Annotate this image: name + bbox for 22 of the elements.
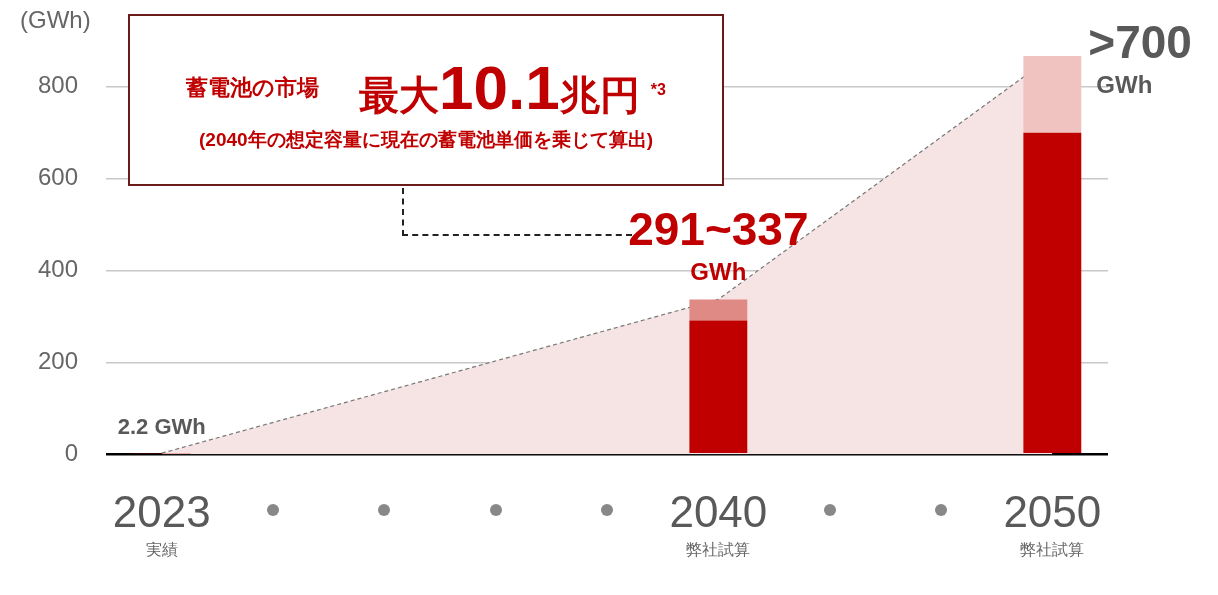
x-tick-label: 2050: [1003, 486, 1102, 536]
y-tick-label: 200: [38, 346, 79, 374]
bar: [689, 299, 748, 321]
bar: [1023, 56, 1082, 133]
annotation: 291~337 GWh: [628, 203, 809, 286]
annotation: >700 GWh: [1088, 15, 1192, 98]
y-tick-label: 800: [38, 71, 79, 99]
y-tick-label: 600: [38, 163, 79, 191]
annotation: 最大10.1兆円 $^{*3}$: [359, 53, 666, 122]
y-tick-label: 400: [38, 255, 79, 283]
text: 弊社試算: [1020, 540, 1085, 561]
bar: [689, 320, 748, 453]
bar: [1023, 132, 1082, 453]
y-axis-title: (GWh): [20, 6, 91, 34]
annotation: 2.2 GWh: [117, 414, 206, 440]
annotation: 蓄電池の市場: [186, 74, 320, 100]
x-tick-label: 2023: [112, 486, 211, 536]
text: 弊社試算: [686, 540, 751, 561]
y-tick-label: 0: [64, 438, 79, 466]
text: 実績: [145, 540, 178, 561]
x-tick-label: 2040: [669, 486, 768, 536]
annotation: (2040年の想定容量に現在の蓄電池単価を乗じて算出): [198, 128, 654, 152]
